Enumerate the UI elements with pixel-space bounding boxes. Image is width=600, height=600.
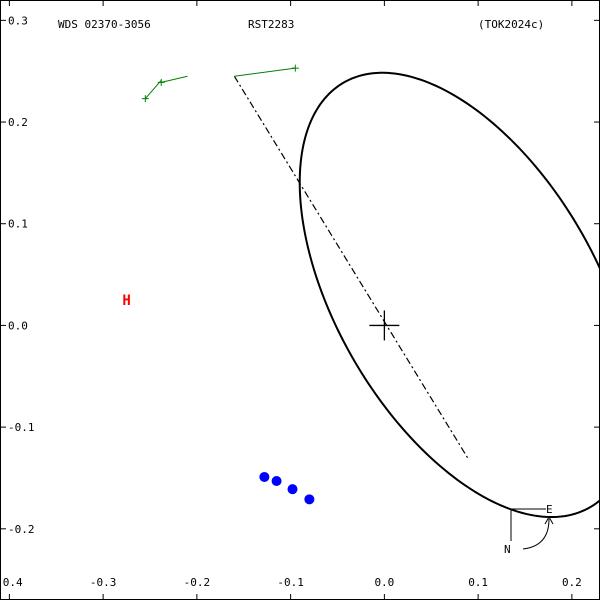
periastron-marker: H (122, 293, 130, 309)
axis-tick-labels: -0.4 -0.3 -0.2 -0.1 0.0 0.1 0.2 0.3 0.2 0.1 0.0 -0.… (0, 14, 582, 589)
plot-layer: H (122, 64, 600, 519)
y-tick-label: -0.1 (8, 421, 35, 434)
x-tick-label: -0.4 (0, 576, 23, 589)
compass: E N (504, 503, 554, 556)
header-orbit-reference: (TOK2024c) (478, 18, 544, 31)
compass-arrow-head (544, 515, 554, 525)
residual-line (161, 75, 188, 83)
x-tick-label: 0.2 (562, 576, 582, 589)
measurement-point (287, 484, 298, 495)
compass-north-label: N (504, 543, 511, 556)
x-tick-label: 0.0 (374, 576, 394, 589)
y-tick-label: 0.1 (8, 218, 28, 231)
x-tick-label: -0.2 (184, 576, 211, 589)
measurement-point (271, 476, 282, 487)
x-tick-label: -0.3 (90, 576, 117, 589)
header-star-designation: WDS 02370-3056 (58, 18, 151, 31)
y-tick-label: 0.2 (8, 116, 28, 129)
y-tick-label: 0.0 (8, 319, 28, 332)
compass-east-label: E (546, 503, 553, 516)
y-tick-label: -0.2 (8, 523, 35, 536)
x-tick-label: -0.1 (277, 576, 304, 589)
residual-line (144, 80, 162, 99)
y-tick-label: 0.3 (8, 14, 28, 27)
residual-line (234, 67, 296, 77)
orbit-ellipse (298, 71, 600, 519)
compass-rotation-arrow (522, 518, 550, 550)
compass-axes (510, 508, 546, 541)
measurement-point (304, 494, 315, 505)
header-discoverer-code: RST2283 (248, 18, 294, 31)
measurement-point (259, 471, 270, 482)
x-tick-label: 0.1 (468, 576, 488, 589)
